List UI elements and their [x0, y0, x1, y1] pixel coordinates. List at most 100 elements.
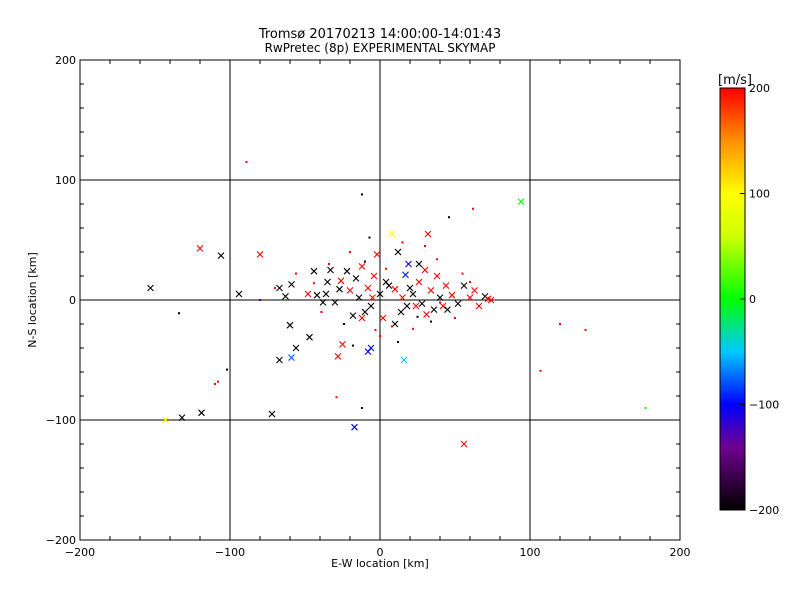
data-point-x-marker	[339, 341, 346, 348]
y-tick-label: 0	[69, 294, 76, 307]
data-point-x-marker	[439, 302, 447, 310]
x-tick-label: −100	[215, 546, 245, 559]
data-point-x-marker	[286, 321, 294, 329]
data-point-x-marker	[364, 284, 372, 292]
data-point-x-marker	[405, 260, 412, 268]
data-point-x-marker	[288, 281, 295, 288]
data-point-x-marker	[460, 282, 468, 289]
data-point-x-marker	[373, 251, 381, 258]
data-point-dot	[584, 329, 587, 331]
data-point-x-marker	[256, 251, 264, 258]
colorbar-tick-label: −200	[749, 504, 779, 517]
data-point-x-marker	[310, 267, 318, 275]
data-point-dot	[472, 207, 474, 210]
data-point-dot	[364, 260, 366, 263]
data-point-x-marker	[367, 302, 375, 310]
data-point-x-marker	[400, 356, 408, 364]
y-tick-labels: −200 −100 0 100 200	[46, 54, 76, 547]
x-tick-label: 100	[520, 546, 541, 559]
data-point-x-marker	[391, 285, 399, 293]
data-point-x-marker	[313, 291, 321, 299]
data-point-x-marker	[343, 267, 351, 275]
data-point-dot	[416, 315, 419, 318]
data-point-x-marker	[358, 314, 366, 322]
data-point-dot	[259, 299, 261, 301]
colorbar-tick-label: 0	[749, 293, 756, 306]
y-tick-label: −100	[46, 414, 76, 427]
x-tick-labels: −200 −100 0 100 200	[65, 546, 691, 559]
axis-ticks	[79, 59, 681, 541]
data-point-x-marker	[430, 306, 438, 313]
data-point-x-marker	[415, 278, 423, 286]
data-point-dot	[374, 329, 377, 331]
data-point-x-marker	[268, 410, 276, 418]
data-point-x-marker	[282, 293, 289, 300]
data-point-dot	[436, 258, 438, 261]
data-point-x-marker	[412, 302, 420, 310]
data-point-x-marker	[351, 423, 358, 431]
y-tick-label: −200	[46, 534, 76, 547]
data-point-x-marker	[403, 302, 411, 310]
data-point-x-marker	[376, 290, 384, 298]
data-point-x-marker	[475, 302, 483, 310]
data-point-x-marker	[388, 230, 396, 238]
chart-title: Tromsø 20170213 14:00:00-14:01:43	[258, 27, 501, 42]
data-point-dot	[295, 272, 297, 275]
data-point-x-marker	[385, 282, 393, 289]
data-point-x-marker	[358, 263, 366, 270]
chart-subtitle: RwPretec (8p) EXPERIMENTAL SKYMAP	[265, 41, 496, 55]
data-point-dot	[539, 369, 542, 372]
colorbar-title: [m/s]	[718, 73, 752, 88]
data-point-dot	[385, 267, 387, 270]
data-point-x-marker	[421, 266, 429, 274]
x-axis-label: E-W location [km]	[331, 557, 429, 570]
data-point-dot	[448, 216, 450, 219]
data-point-x-marker	[454, 300, 462, 307]
data-point-dot	[335, 396, 338, 399]
data-point-x-marker	[349, 312, 357, 319]
data-point-x-marker	[423, 311, 430, 318]
colorbar-tick-label: −100	[749, 399, 779, 412]
data-point-x-marker	[406, 284, 414, 292]
data-point-x-marker	[415, 260, 423, 268]
data-point-x-marker	[448, 291, 456, 299]
data-point-dot	[644, 407, 647, 409]
data-point-x-marker	[324, 278, 331, 286]
data-point-x-marker	[394, 248, 402, 256]
data-point-x-marker	[288, 354, 295, 361]
data-point-x-marker	[306, 333, 313, 341]
data-point-x-marker	[235, 290, 243, 298]
data-point-x-marker	[304, 290, 312, 298]
data-point-dot	[469, 281, 471, 283]
data-point-x-marker	[466, 294, 474, 301]
data-point-x-marker	[379, 314, 387, 322]
colorbar-tick-labels: 200 100 0 −100 −200	[749, 82, 779, 517]
data-point-x-marker	[276, 284, 283, 292]
data-points	[147, 161, 647, 448]
data-point-x-marker	[487, 296, 495, 304]
grid-lines	[80, 60, 680, 540]
data-point-x-marker	[418, 300, 426, 307]
data-point-dot	[328, 263, 330, 265]
data-point-dot	[245, 161, 248, 163]
data-point-dot	[397, 341, 399, 343]
data-point-x-marker	[361, 308, 369, 316]
y-tick-label: 100	[55, 174, 76, 187]
data-point-dot	[214, 383, 216, 385]
data-point-x-marker	[196, 245, 204, 252]
data-point-x-marker	[162, 416, 169, 424]
data-point-x-marker	[409, 290, 417, 298]
data-point-x-marker	[336, 285, 343, 293]
data-point-dot	[391, 325, 393, 328]
data-point-dot	[454, 317, 456, 319]
x-tick-label: −200	[65, 546, 95, 559]
x-tick-label: 200	[670, 546, 691, 559]
colorbar-tick-label: 100	[749, 188, 770, 201]
data-point-dot	[424, 245, 426, 247]
data-point-x-marker	[433, 272, 441, 280]
data-point-x-marker	[444, 306, 451, 313]
data-point-x-marker	[399, 294, 406, 301]
data-point-x-marker	[292, 344, 300, 352]
data-point-dot	[361, 407, 363, 409]
data-point-x-marker	[276, 356, 283, 364]
